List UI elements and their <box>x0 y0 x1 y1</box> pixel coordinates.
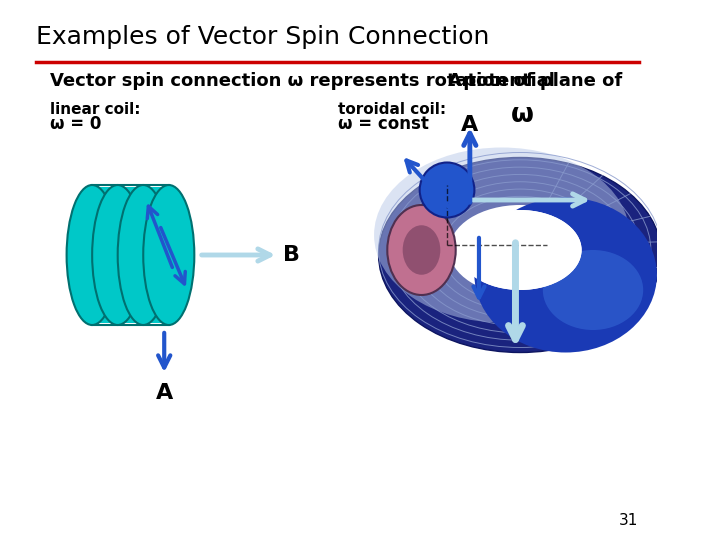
Text: ω = const: ω = const <box>338 115 428 133</box>
Ellipse shape <box>379 158 662 353</box>
Ellipse shape <box>402 225 441 275</box>
Text: Examples of Vector Spin Connection: Examples of Vector Spin Connection <box>37 25 490 49</box>
Text: B: B <box>283 245 300 265</box>
Text: ω = 0: ω = 0 <box>50 115 102 133</box>
Text: ω: ω <box>511 102 534 128</box>
Ellipse shape <box>474 198 657 353</box>
Text: potential: potential <box>457 72 555 90</box>
Ellipse shape <box>459 210 582 290</box>
Ellipse shape <box>374 147 629 322</box>
Ellipse shape <box>459 210 582 290</box>
Ellipse shape <box>66 185 117 325</box>
Ellipse shape <box>117 185 168 325</box>
Ellipse shape <box>543 250 643 330</box>
Text: A: A <box>462 115 479 135</box>
Text: A: A <box>448 72 462 90</box>
Ellipse shape <box>449 205 590 295</box>
Text: A: A <box>156 383 173 403</box>
Ellipse shape <box>387 205 456 295</box>
Ellipse shape <box>92 185 143 325</box>
Text: 31: 31 <box>619 513 639 528</box>
Text: toroidal coil:: toroidal coil: <box>338 102 446 117</box>
Text: B: B <box>598 190 615 210</box>
Text: Vector spin connection ω represents rotation of plane of: Vector spin connection ω represents rota… <box>50 72 629 90</box>
Ellipse shape <box>420 163 474 218</box>
Text: linear coil:: linear coil: <box>50 102 140 117</box>
Ellipse shape <box>143 185 194 325</box>
Bar <box>92 187 168 323</box>
